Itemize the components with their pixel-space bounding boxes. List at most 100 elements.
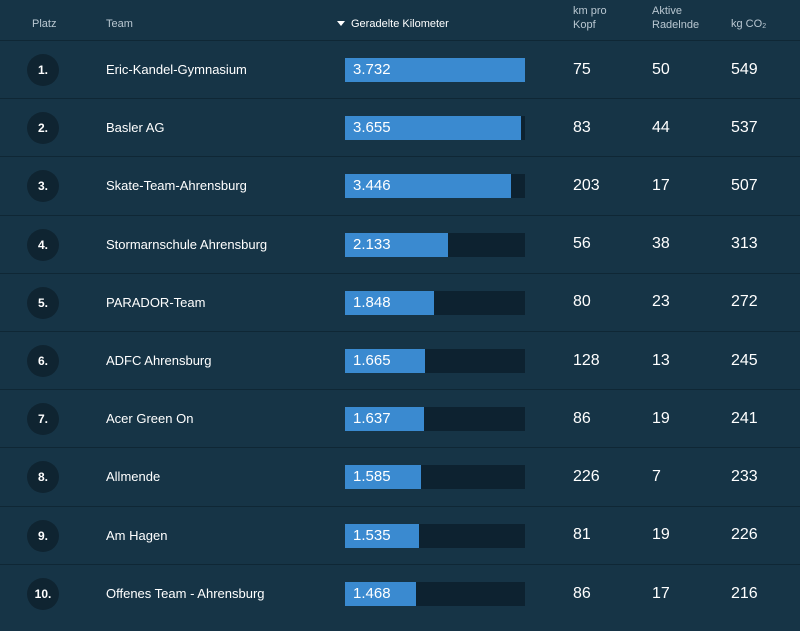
rank-badge: 7. <box>27 403 59 436</box>
column-header-km[interactable]: Geradelte Kilometer <box>337 17 449 31</box>
km-bar-fill <box>345 407 424 432</box>
km-pro-kopf-value: 203 <box>573 176 600 194</box>
km-bar-fill <box>345 232 448 257</box>
co2-value: 537 <box>731 118 758 136</box>
co2-value: 507 <box>731 176 758 194</box>
table-row[interactable]: 5. PARADOR-Team 1.848 80 23 272 <box>0 274 800 332</box>
column-header-platz[interactable]: Platz <box>32 18 57 30</box>
km-value: 1.665 <box>353 351 391 369</box>
co2-value: 241 <box>731 409 758 427</box>
km-value: 3.446 <box>353 177 391 195</box>
km-value: 2.133 <box>353 235 391 253</box>
km-bar-track: 1.665 <box>345 348 525 373</box>
column-header-aktive-radelnde[interactable]: Aktive Radelnde <box>652 4 699 32</box>
team-name[interactable]: PARADOR-Team <box>106 294 206 310</box>
km-pro-kopf-value: 56 <box>573 235 591 253</box>
column-header-km-pro-kopf[interactable]: km pro Kopf <box>573 4 607 32</box>
co2-value: 233 <box>731 467 758 485</box>
km-pro-kopf-value: 80 <box>573 293 591 311</box>
km-value: 1.585 <box>353 468 391 486</box>
km-value: 1.848 <box>353 293 391 311</box>
team-name[interactable]: Basler AG <box>106 120 165 136</box>
km-bar-fill <box>345 58 525 82</box>
aktive-radelnde-value: 17 <box>652 584 670 602</box>
aktive-radelnde-value: 7 <box>652 467 661 485</box>
km-pro-kopf-value: 226 <box>573 467 600 485</box>
aktive-radelnde-value: 13 <box>652 351 670 369</box>
km-pro-kopf-value: 81 <box>573 526 591 544</box>
rank-badge: 1. <box>27 54 59 86</box>
km-bar-track: 3.446 <box>345 174 525 199</box>
team-name[interactable]: Skate-Team-Ahrensburg <box>106 178 247 194</box>
km-pro-kopf-value: 128 <box>573 351 600 369</box>
rank-badge: 5. <box>27 286 59 319</box>
team-name[interactable]: Acer Green On <box>106 411 194 427</box>
team-name[interactable]: Stormarnschule Ahrensburg <box>106 236 268 252</box>
team-name[interactable]: ADFC Ahrensburg <box>106 353 212 369</box>
column-header-aktive-line2: Radelnde <box>652 19 700 31</box>
column-header-km-pro-kopf-line1: km pro <box>573 5 607 17</box>
table-header: Platz Team Geradelte Kilometer km pro Ko… <box>0 0 800 41</box>
km-value: 3.655 <box>353 119 391 137</box>
aktive-radelnde-value: 50 <box>652 60 670 78</box>
rank-badge: 10. <box>27 577 59 610</box>
km-bar-fill <box>345 348 426 373</box>
rank-badge: 2. <box>27 112 59 145</box>
km-bar-fill <box>345 116 522 141</box>
table-row[interactable]: 8. Allmende 1.585 226 7 233 <box>0 448 800 507</box>
table-row[interactable]: 7. Acer Green On 1.637 86 19 241 <box>0 390 800 449</box>
co2-value: 313 <box>731 235 758 253</box>
km-pro-kopf-value: 86 <box>573 584 591 602</box>
km-bar-fill <box>345 523 420 548</box>
km-pro-kopf-value: 86 <box>573 409 591 427</box>
table-row[interactable]: 3. Skate-Team-Ahrensburg 3.446 203 17 50… <box>0 157 800 216</box>
km-bar-fill <box>345 465 422 490</box>
co2-value: 272 <box>731 293 758 311</box>
rank-badge: 8. <box>27 461 59 494</box>
table-row[interactable]: 9. Am Hagen 1.535 81 19 226 <box>0 507 800 565</box>
km-bar-track: 1.585 <box>345 465 525 490</box>
column-header-co2[interactable]: kg CO2 <box>731 17 766 34</box>
aktive-radelnde-value: 19 <box>652 526 670 544</box>
co2-value: 216 <box>731 584 758 602</box>
km-bar-track: 1.637 <box>345 407 525 432</box>
column-header-co2-sub: 2 <box>762 23 767 30</box>
column-header-co2-prefix: kg CO <box>731 18 763 30</box>
rank-badge: 9. <box>27 519 59 552</box>
km-bar-track: 2.133 <box>345 232 525 257</box>
km-bar-track: 3.732 <box>345 58 525 82</box>
table-row[interactable]: 4. Stormarnschule Ahrensburg 2.133 56 38… <box>0 216 800 274</box>
km-value: 1.637 <box>353 410 391 428</box>
ranking-table-body: 1. Eric-Kandel-Gymnasium 3.732 75 50 549… <box>0 41 800 623</box>
table-row[interactable]: 1. Eric-Kandel-Gymnasium 3.732 75 50 549 <box>0 41 800 100</box>
team-name[interactable]: Eric-Kandel-Gymnasium <box>106 62 247 78</box>
co2-value: 245 <box>731 351 758 369</box>
km-bar-track: 1.535 <box>345 523 525 548</box>
km-value: 1.535 <box>353 526 391 544</box>
co2-value: 549 <box>731 60 758 78</box>
team-name[interactable]: Allmende <box>106 469 161 485</box>
table-row[interactable]: 10. Offenes Team - Ahrensburg 1.468 86 1… <box>0 565 800 623</box>
km-bar-track: 1.848 <box>345 290 525 315</box>
column-header-km-pro-kopf-line2: Kopf <box>573 19 596 31</box>
km-value: 3.732 <box>353 61 391 78</box>
column-header-team[interactable]: Team <box>106 18 133 30</box>
km-value: 1.468 <box>353 584 391 602</box>
sort-descending-icon <box>337 21 345 26</box>
aktive-radelnde-value: 17 <box>652 176 670 194</box>
km-bar-track: 1.468 <box>345 581 525 606</box>
table-row[interactable]: 2. Basler AG 3.655 83 44 537 <box>0 99 800 158</box>
km-bar-track: 3.655 <box>345 116 525 141</box>
team-name[interactable]: Offenes Team - Ahrensburg <box>106 586 265 602</box>
rank-badge: 3. <box>27 170 59 203</box>
aktive-radelnde-value: 38 <box>652 235 670 253</box>
aktive-radelnde-value: 19 <box>652 409 670 427</box>
km-pro-kopf-value: 75 <box>573 60 591 78</box>
km-bar-fill <box>345 290 435 315</box>
table-row[interactable]: 6. ADFC Ahrensburg 1.665 128 13 245 <box>0 332 800 391</box>
column-header-km-label: Geradelte Kilometer <box>351 18 449 30</box>
co2-value: 226 <box>731 526 758 544</box>
team-name[interactable]: Am Hagen <box>106 527 168 543</box>
km-bar-fill <box>345 174 512 199</box>
km-pro-kopf-value: 83 <box>573 118 591 136</box>
